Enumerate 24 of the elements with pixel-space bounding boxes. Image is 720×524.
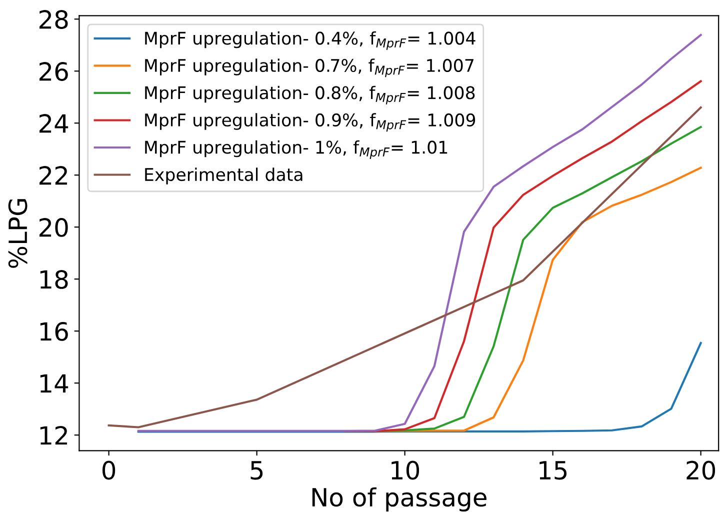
legend-label: MprF upregulation- 0.4%, f$_{MprF}$= 1.004 (145, 31, 476, 50)
y-axis-title: %LPG (8, 199, 28, 268)
y-tick-label: 14 (40, 374, 68, 393)
y-tick-label: 12 (40, 426, 67, 445)
legend-label: MprF upregulation- 0.9%, f$_{MprF}$= 1.009 (145, 113, 476, 132)
y-tick-label: 24 (39, 114, 68, 133)
x-tick-label: 5 (250, 461, 263, 480)
y-tick-label: 28 (39, 10, 68, 29)
y-tick-label: 26 (39, 62, 68, 81)
legend-label: MprF upregulation- 1%, f$_{MprF}$= 1.01 (145, 140, 448, 159)
x-tick-label: 0 (102, 460, 116, 480)
y-tick-label: 20 (39, 218, 68, 237)
x-tick-label: 15 (540, 461, 567, 480)
y-tick-label: 18 (40, 270, 68, 289)
line-series (137, 342, 702, 433)
x-tick-label: 10 (392, 460, 420, 480)
line-series (108, 106, 702, 428)
legend-label: MprF upregulation- 0.8%, f$_{MprF}$= 1.008 (145, 86, 475, 104)
x-tick-label: 20 (686, 460, 716, 480)
legend-label: MprF upregulation- 0.7%, f$_{MprF}$= 1.007 (145, 58, 474, 78)
legend-label: Experimental data (145, 168, 302, 184)
y-tick-label: 16 (40, 322, 68, 341)
x-axis-title: No of passage (312, 487, 486, 512)
y-tick-label: 22 (39, 166, 67, 185)
